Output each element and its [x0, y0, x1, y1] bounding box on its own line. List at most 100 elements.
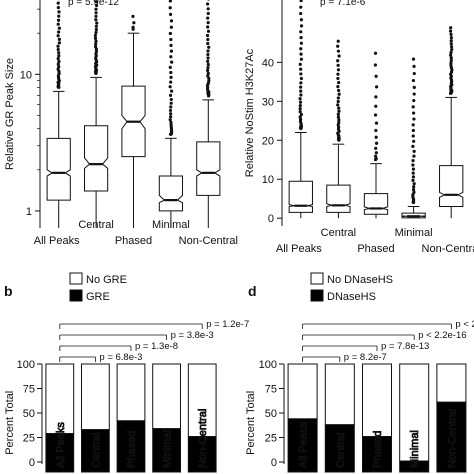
outlier-point [94, 18, 98, 22]
outlier-point [94, 7, 98, 11]
outlier-point [169, 19, 174, 23]
outlier-point [169, 123, 173, 127]
category-label: Non-Central [179, 235, 238, 247]
outlier-point [131, 14, 135, 18]
box [46, 137, 71, 201]
outlier-point [449, 32, 453, 36]
outlier-point [169, 80, 173, 84]
outlier-point [411, 78, 416, 83]
bar-category-label: Phased [126, 431, 138, 468]
comparison-p-value: p = 1.2e-7 [206, 319, 249, 330]
outlier-point [412, 117, 416, 121]
outlier-point [206, 62, 210, 67]
outlier-point [56, 47, 60, 52]
outlier-point [299, 0, 303, 3]
outlier-point [411, 175, 416, 179]
outlier-point [299, 36, 303, 40]
outlier-point [94, 24, 98, 28]
outlier-point [336, 49, 341, 53]
category-label: Non-Central [422, 243, 474, 255]
bar-segment-upper [324, 363, 355, 426]
outlier-point [206, 65, 210, 70]
outlier-point [169, 70, 173, 75]
p-value-annotation: p = 5.9e-12 [68, 0, 119, 8]
stacked-bar-panel-d [279, 272, 467, 473]
outlier-point [412, 71, 416, 76]
outlier-point [411, 128, 415, 133]
outlier-point [132, 21, 136, 25]
bar-segment-upper [81, 363, 110, 431]
y-axis-label: Percent Total [245, 391, 257, 455]
outlier-point [57, 26, 61, 30]
outlier-point [168, 0, 172, 3]
outlier-point [93, 33, 98, 38]
outlier-point [336, 99, 340, 104]
bar-segment-lower [45, 433, 75, 473]
outlier-point [373, 63, 377, 67]
boxplot-panel-c [277, 0, 464, 226]
outlier-point [93, 44, 98, 49]
outlier-point [169, 97, 173, 102]
y-tick-label: 0 [268, 213, 274, 225]
y-tick-label: 10 [20, 69, 32, 81]
outlier-point [168, 93, 173, 97]
outlier-point [299, 47, 303, 51]
outlier-point [411, 105, 415, 109]
outlier-point [299, 81, 303, 85]
outlier-point [337, 80, 341, 85]
panel-letter: b [4, 283, 13, 299]
y-axis-label: Relative GR Peak Size [4, 58, 16, 170]
y-axis-label: Relative NoStim H3K27Ac [244, 48, 256, 177]
category-label: All Peaks [34, 235, 80, 247]
comparison-p-value: p = 3.8e-3 [171, 330, 214, 341]
outlier-point [298, 110, 302, 114]
y-tick-label: 50 [265, 408, 277, 420]
category-label: Phased [357, 243, 394, 255]
legend-label: GRE [86, 291, 110, 303]
outlier-point [205, 2, 210, 6]
y-tick-label: 40 [262, 57, 274, 69]
outlier-point [169, 75, 173, 79]
outlier-point [450, 48, 454, 52]
outlier-point [373, 51, 378, 55]
outlier-point [207, 45, 211, 49]
bar-segment-lower [324, 424, 355, 473]
outlier-point [448, 29, 453, 33]
outlier-point [412, 85, 416, 89]
y-tick-label: 0 [271, 457, 277, 469]
outlier-point [336, 112, 340, 116]
outlier-point [375, 141, 379, 145]
bar-segment-lower [152, 428, 181, 473]
comparison-p-value: p = 1.3e-8 [135, 341, 178, 352]
bar-segment-upper [45, 363, 75, 435]
outlier-point [206, 21, 210, 25]
outlier-point [336, 123, 340, 127]
outlier-point [374, 146, 378, 151]
outlier-point [449, 35, 453, 40]
outlier-point [206, 37, 210, 42]
outlier-point [449, 50, 453, 55]
legend-swatch [310, 272, 324, 285]
outlier-point [57, 37, 62, 41]
category-label: Phased [115, 235, 152, 247]
outlier-point [411, 57, 416, 61]
outlier-point [336, 44, 340, 48]
outlier-point [412, 139, 416, 143]
outlier-point [57, 14, 61, 18]
bar-category-label: Non-Central [446, 409, 458, 468]
bar-category-label: Central [90, 433, 102, 468]
outlier-point [374, 121, 379, 125]
outlier-point [206, 29, 211, 33]
outlier-point [56, 44, 60, 48]
outlier-point [336, 96, 340, 100]
outlier-point [299, 11, 303, 16]
outlier-point [169, 55, 173, 59]
category-label: Minimal [395, 227, 433, 239]
outlier-point [169, 115, 173, 119]
outlier-point [412, 182, 416, 186]
outlier-point [298, 115, 302, 119]
outlier-point [411, 159, 415, 163]
outlier-point [374, 85, 379, 89]
outlier-point [449, 63, 453, 67]
outlier-point [298, 103, 302, 108]
